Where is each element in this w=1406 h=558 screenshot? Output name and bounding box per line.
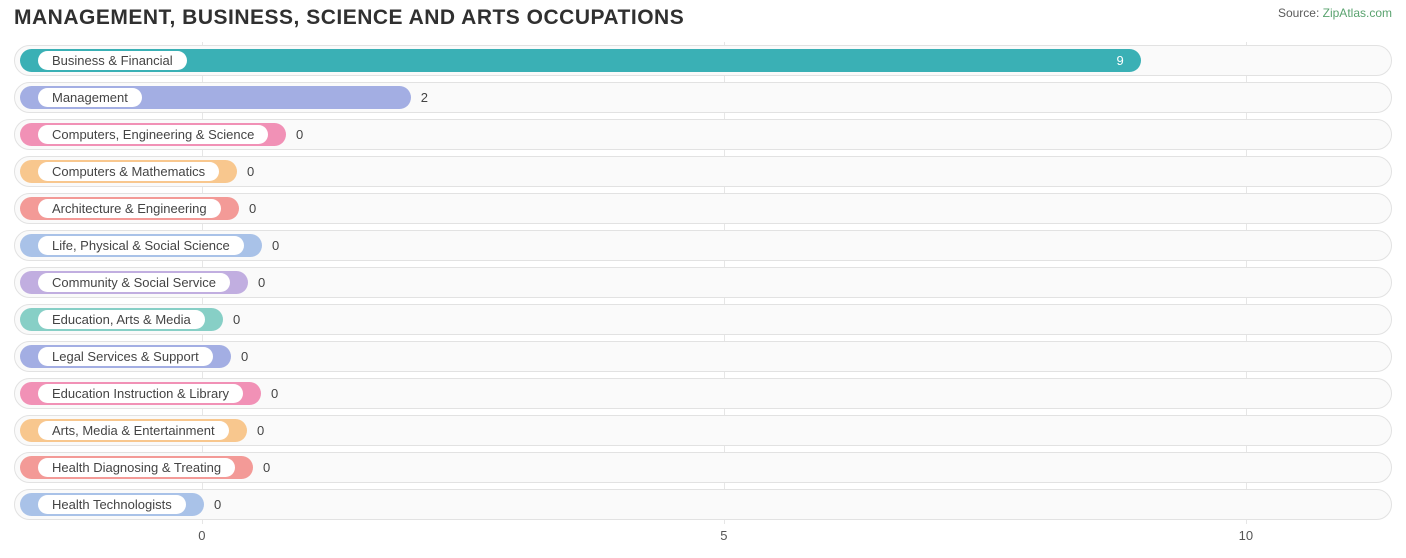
bar-label: Education Instruction & Library [38, 384, 243, 403]
bar-row: Health Diagnosing & Treating 0 [14, 449, 1392, 486]
x-tick: 10 [1239, 528, 1253, 543]
bar-value: 0 [233, 301, 240, 338]
bar-label: Computers & Mathematics [38, 162, 219, 181]
bar-value: 2 [421, 79, 428, 116]
bar-value: 0 [214, 486, 221, 523]
chart-source: Source: ZipAtlas.com [1278, 6, 1392, 20]
bar-row: Computers, Engineering & Science 0 [14, 116, 1392, 153]
bar-row: Business & Financial 9 [14, 42, 1392, 79]
bar-row: Legal Services & Support 0 [14, 338, 1392, 375]
chart-container: MANAGEMENT, BUSINESS, SCIENCE AND ARTS O… [0, 0, 1406, 558]
bar-row: Education, Arts & Media 0 [14, 301, 1392, 338]
bar-value: 0 [271, 375, 278, 412]
bar-label: Health Diagnosing & Treating [38, 458, 235, 477]
bar-label: Education, Arts & Media [38, 310, 205, 329]
bar-label: Architecture & Engineering [38, 199, 221, 218]
bar-value: 0 [263, 449, 270, 486]
x-tick: 5 [720, 528, 727, 543]
bar-label: Management [38, 88, 142, 107]
x-tick: 0 [198, 528, 205, 543]
bar-row: Health Technologists 0 [14, 486, 1392, 523]
plot-area: Business & Financial9Management2Computer… [14, 42, 1392, 524]
bar-row: Arts, Media & Entertainment 0 [14, 412, 1392, 449]
bar [20, 49, 1141, 72]
bar-row: Community & Social Service 0 [14, 264, 1392, 301]
bar-value: 0 [258, 264, 265, 301]
x-axis: 0 5 10 [14, 528, 1392, 546]
bar-label: Life, Physical & Social Science [38, 236, 244, 255]
bar-label: Business & Financial [38, 51, 187, 70]
bar-row: Architecture & Engineering 0 [14, 190, 1392, 227]
bar-label: Legal Services & Support [38, 347, 213, 366]
bar-label: Arts, Media & Entertainment [38, 421, 229, 440]
bar-row: Education Instruction & Library 0 [14, 375, 1392, 412]
bar-label: Community & Social Service [38, 273, 230, 292]
bar-value: 0 [247, 153, 254, 190]
source-prefix: Source: [1278, 6, 1323, 20]
bar-row: Life, Physical & Social Science 0 [14, 227, 1392, 264]
chart-title: MANAGEMENT, BUSINESS, SCIENCE AND ARTS O… [14, 6, 684, 30]
chart-header: MANAGEMENT, BUSINESS, SCIENCE AND ARTS O… [0, 0, 1406, 36]
bar-value: 0 [249, 190, 256, 227]
source-link[interactable]: ZipAtlas.com [1323, 6, 1392, 20]
bar-row: Management 2 [14, 79, 1392, 116]
bar-row: Computers & Mathematics 0 [14, 153, 1392, 190]
bar-label: Computers, Engineering & Science [38, 125, 268, 144]
bar-value: 0 [296, 116, 303, 153]
bar-value: 0 [241, 338, 248, 375]
bar-value: 0 [257, 412, 264, 449]
bar-value: 0 [272, 227, 279, 264]
bar-value: 9 [1116, 42, 1123, 79]
bar-label: Health Technologists [38, 495, 186, 514]
